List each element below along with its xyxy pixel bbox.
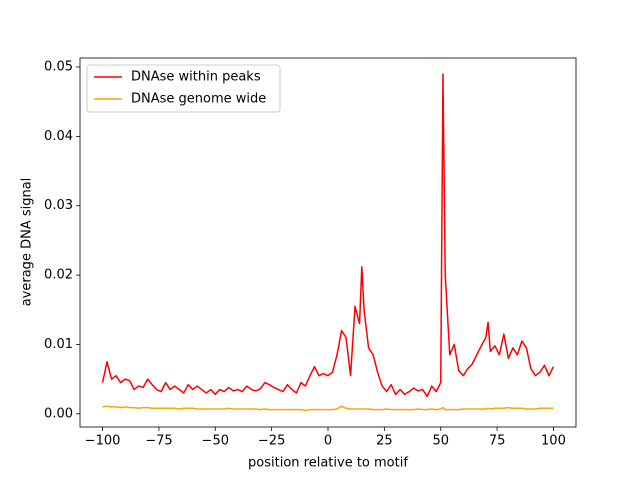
y-tick-label: 0.01 bbox=[44, 337, 73, 352]
x-tick-label: −100 bbox=[85, 434, 121, 449]
x-tick-label: 75 bbox=[489, 434, 506, 449]
legend-box bbox=[86, 64, 281, 113]
legend-label: DNAse genome wide bbox=[131, 92, 266, 107]
x-tick-label: −25 bbox=[258, 434, 285, 449]
y-tick-label: 0.05 bbox=[44, 60, 73, 75]
x-tick-label: 25 bbox=[376, 434, 393, 449]
plot-frame bbox=[79, 57, 577, 428]
legend-label: DNAse within peaks bbox=[131, 70, 261, 85]
data-line bbox=[101, 73, 555, 398]
x-tick-label: −50 bbox=[202, 434, 229, 449]
x-tick-label: −75 bbox=[145, 434, 172, 449]
y-tick-label: 0.02 bbox=[44, 268, 73, 283]
x-tick-label: 0 bbox=[324, 434, 332, 449]
y-tick-label: 0.04 bbox=[44, 129, 73, 144]
y-axis-label: average DNA signal bbox=[20, 178, 35, 307]
y-tick-label: 0.00 bbox=[44, 406, 73, 421]
y-tick-label: 0.03 bbox=[44, 198, 73, 213]
data-line bbox=[102, 405, 554, 412]
x-axis-label: position relative to motif bbox=[248, 456, 408, 471]
x-tick-label: 50 bbox=[432, 434, 449, 449]
x-tick-label: 100 bbox=[541, 434, 566, 449]
